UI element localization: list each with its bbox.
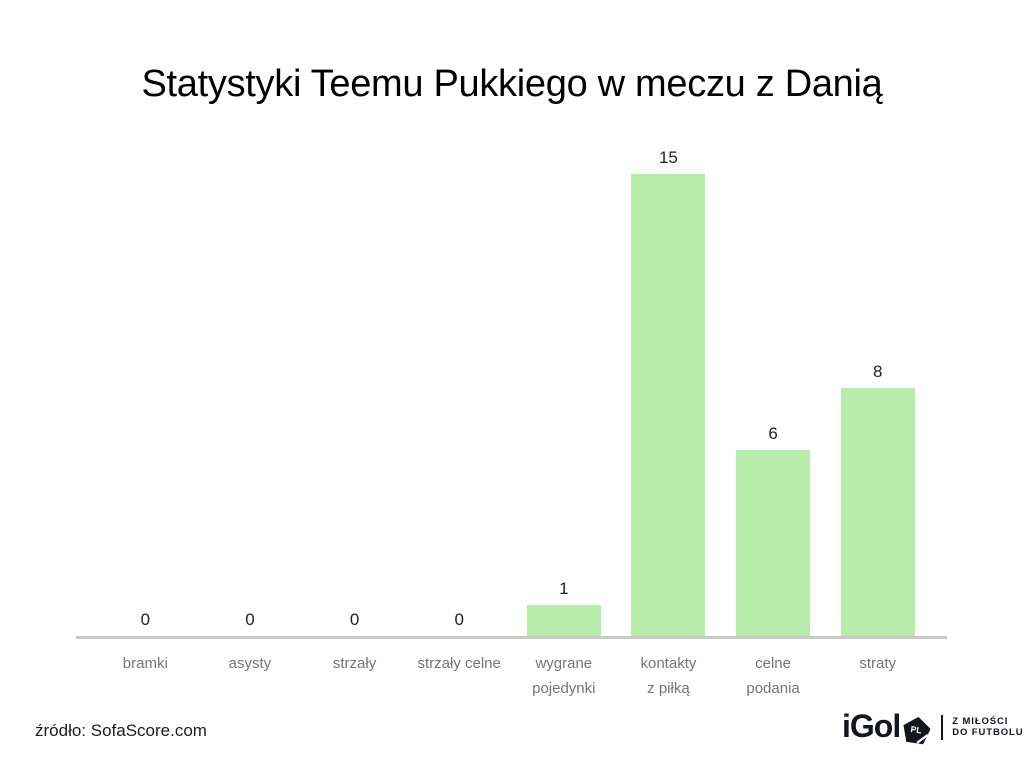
bar-value-label: 0 [245, 610, 255, 629]
igol-tagline-line1: Z MIŁOŚCI [952, 715, 1009, 727]
bar-column: 0 [407, 148, 512, 636]
badge-pl-label: PL [910, 723, 922, 734]
bar-column: 15 [616, 148, 721, 636]
bar-value-label: 15 [658, 148, 678, 167]
bar-column: 0 [198, 148, 303, 636]
bar-column: 0 [93, 148, 198, 636]
x-tick-label: celne podania [746, 655, 800, 697]
x-tick-label: wygrane pojedynki [532, 655, 596, 697]
bar-value-label: 0 [349, 610, 360, 629]
x-tick-label: bramki [122, 655, 168, 672]
chart-title: Statystyki Teemu Pukkiego w meczu z Dani… [141, 63, 883, 105]
bar [736, 450, 811, 636]
bar [526, 605, 601, 636]
bar-column: 8 [825, 148, 930, 636]
bar [631, 174, 706, 636]
x-tick-label: kontakty z piłką [640, 655, 697, 697]
x-axis-labels: bramki asysty strzały strzały celne wygrane … [76, 651, 947, 701]
bar-value-label: 0 [140, 610, 151, 629]
source-credit: źródło: SofaScore.com [35, 721, 207, 740]
igol-logo-text: iGol [842, 708, 901, 744]
logo-divider [941, 714, 944, 740]
igol-tagline-line2: DO FUTBOLU [952, 727, 1024, 738]
bar-column: 1 [512, 148, 617, 636]
igol-tagline: Z MIŁOŚCI DO FUTBOLU [952, 716, 1023, 739]
bar-column: 6 [721, 148, 826, 636]
bars-container: 0 0 0 0 1 15 6 8 [76, 148, 947, 636]
igol-logo: iGol PL Z MIŁOŚCI DO FUTBOLU [842, 704, 1024, 748]
x-tick-label: straty [859, 655, 897, 672]
x-tick-label: strzały [332, 655, 377, 672]
x-tick-label: asysty [228, 655, 272, 672]
x-tick-label: strzały celne [417, 655, 501, 672]
plot-area: 0 0 0 0 1 15 6 8 [76, 148, 947, 636]
bar-column: 0 [302, 148, 407, 636]
x-axis-line [76, 636, 947, 639]
bar-value-label: 8 [872, 362, 883, 381]
bar [840, 388, 915, 636]
bar-value-label: 6 [768, 424, 778, 443]
bar-value-label: 1 [559, 579, 569, 598]
igol-pentagon-badge-icon: PL [903, 716, 931, 744]
bar-value-label: 0 [454, 610, 464, 629]
